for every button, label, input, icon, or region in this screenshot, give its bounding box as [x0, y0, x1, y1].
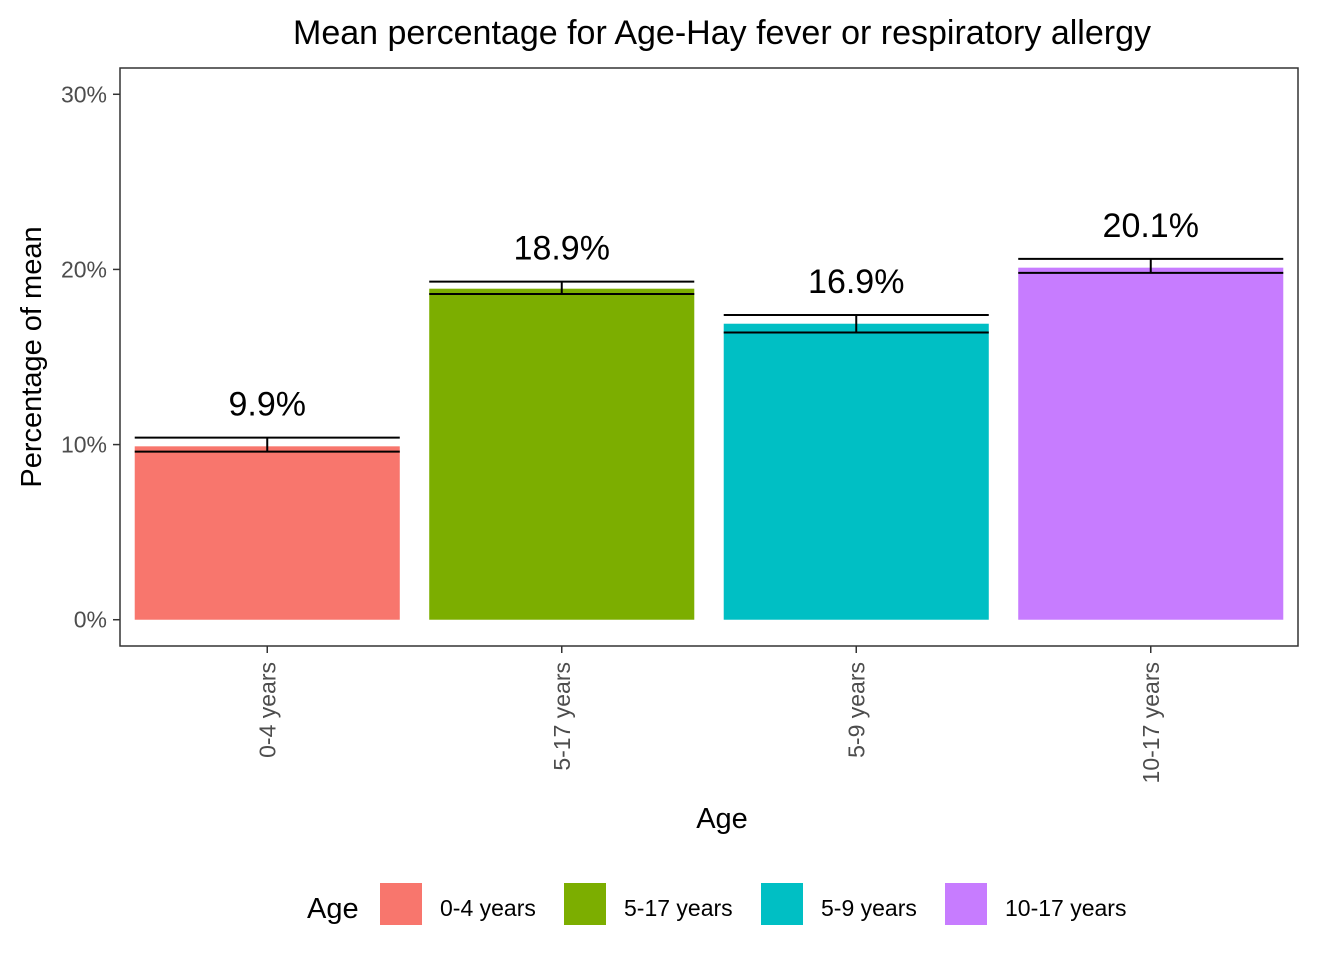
- data-label-4: 20.1%: [1103, 207, 1199, 245]
- x-tick-label: 5-17 years: [549, 662, 575, 771]
- x-tick-label: 5-9 years: [843, 662, 869, 758]
- bar-1: [134, 446, 400, 620]
- legend-label-4: 10-17 years: [1005, 895, 1126, 921]
- bar-2: [429, 288, 695, 620]
- y-axis: 0% 10% 20% 30%: [61, 81, 120, 633]
- legend-title: Age: [307, 893, 359, 925]
- y-tick-label: 0%: [74, 607, 107, 633]
- plot-area: 9.9% 18.9% 16.9% 20.1%: [134, 207, 1284, 620]
- legend-key-3: [761, 883, 803, 925]
- legend-label-3: 5-9 years: [821, 895, 917, 921]
- bar-3: [723, 323, 989, 620]
- y-tick-label: 30%: [61, 81, 107, 107]
- legend-key-1: [380, 883, 422, 925]
- error-bar-2: [429, 280, 695, 295]
- chart-title: Mean percentage for Age-Hay fever or res…: [293, 14, 1151, 52]
- legend-label-2: 5-17 years: [624, 895, 733, 921]
- error-bar-1: [134, 436, 400, 453]
- error-bar-4: [1018, 257, 1284, 274]
- legend-key-4: [945, 883, 987, 925]
- legend-key-2: [564, 883, 606, 925]
- x-axis-title: Age: [696, 803, 748, 835]
- legend-label-1: 0-4 years: [440, 895, 536, 921]
- data-label-1: 9.9%: [229, 386, 307, 424]
- y-axis-title: Percentage of mean: [16, 226, 48, 487]
- data-label-2: 18.9%: [514, 230, 610, 268]
- y-tick-label: 10%: [61, 432, 107, 458]
- x-tick-label: 0-4 years: [254, 662, 280, 758]
- data-label-3: 16.9%: [808, 263, 904, 301]
- legend: Age 0-4 years 5-17 years 5-9 years 10-17 ye…: [307, 883, 1126, 925]
- error-bar-3: [723, 313, 989, 334]
- x-tick-label: 10-17 years: [1138, 662, 1164, 783]
- bar-4: [1018, 267, 1284, 620]
- y-tick-label: 20%: [61, 256, 107, 282]
- panel-border: [119, 67, 1299, 647]
- x-axis: 0-4 years 5-17 years 5-9 years 10-17 years: [254, 646, 1164, 783]
